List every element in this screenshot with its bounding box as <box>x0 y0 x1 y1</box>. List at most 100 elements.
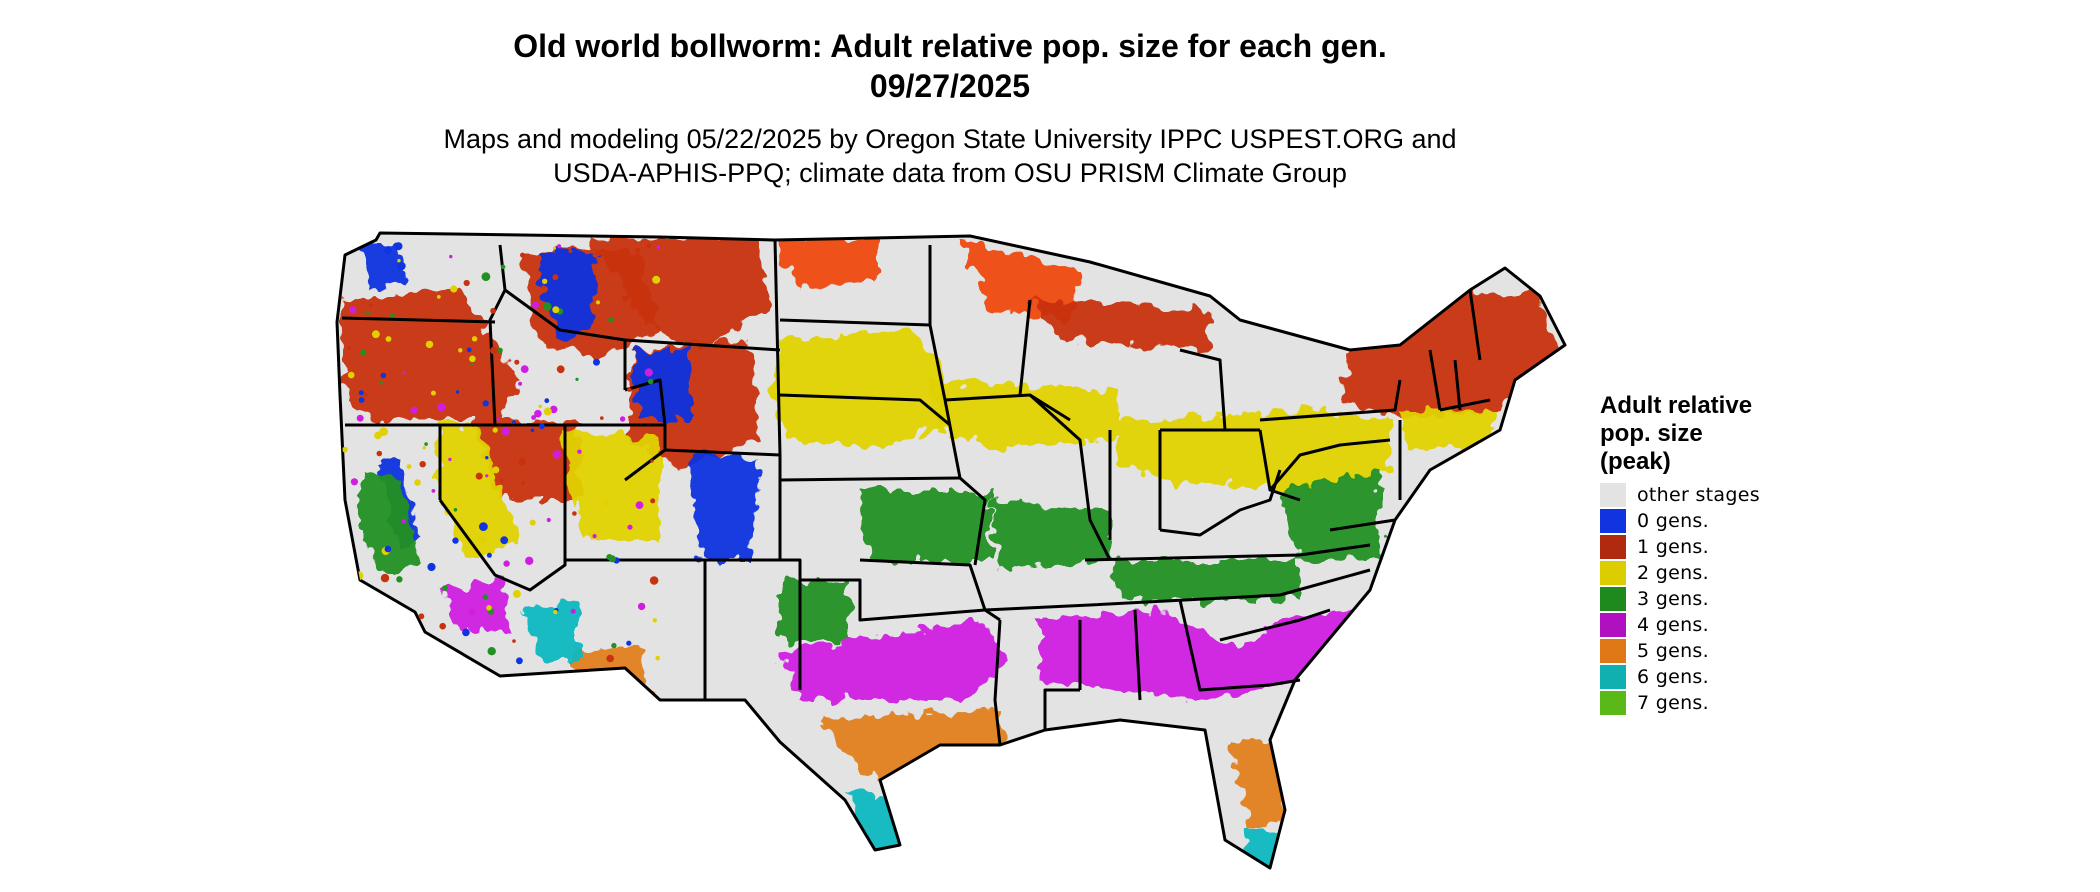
speckle <box>453 508 458 512</box>
zone-3gen-california <box>360 470 420 580</box>
speckle <box>384 246 392 255</box>
subtitle-line-1: Maps and modeling 05/22/2025 by Oregon S… <box>443 124 1457 154</box>
zone-2gen-plains <box>770 330 950 450</box>
speckle <box>552 450 561 459</box>
speckle <box>397 259 401 263</box>
legend-swatch <box>1600 587 1626 611</box>
zone-3gen-missouri <box>990 500 1110 570</box>
speckle <box>600 416 604 420</box>
legend-label: 6 gens. <box>1637 666 1709 688</box>
speckle <box>572 511 577 516</box>
zone-5gen-florida <box>1230 740 1285 830</box>
speckle <box>626 640 632 646</box>
speckle <box>410 406 418 414</box>
speckle <box>422 446 426 450</box>
speckle <box>541 285 546 289</box>
zone-3gen-virginia <box>1280 470 1380 560</box>
speckle <box>424 442 428 446</box>
speckle <box>525 556 534 565</box>
speckle <box>593 358 600 366</box>
speckle <box>570 608 576 614</box>
speckle <box>347 346 352 350</box>
legend-item: 0 gens. <box>1600 508 1900 534</box>
legend-label: 4 gens. <box>1637 614 1709 636</box>
legend-item: 2 gens. <box>1600 560 1900 586</box>
zone-4gen-deep-south <box>1040 610 1380 700</box>
speckle <box>512 589 521 598</box>
speckle <box>629 481 633 486</box>
speckle <box>360 349 367 356</box>
speckle <box>358 390 364 396</box>
legend-swatch <box>1600 665 1626 689</box>
legend: Adult relative pop. size (peak) other st… <box>1600 392 1900 716</box>
speckle <box>462 628 470 637</box>
speckle <box>376 450 383 457</box>
speckle <box>655 655 660 661</box>
speckle <box>437 662 441 666</box>
legend-swatch <box>1600 691 1626 715</box>
speckle <box>406 464 412 469</box>
zone-0gen-cascades <box>360 245 405 290</box>
speckle <box>356 414 364 422</box>
speckle <box>530 428 535 433</box>
legend-title-line-1: Adult relative <box>1600 392 1753 419</box>
speckle <box>458 348 463 353</box>
speckle <box>637 602 646 611</box>
speckle <box>481 272 491 282</box>
speckle <box>496 417 500 421</box>
speckle <box>543 407 552 416</box>
speckle <box>449 254 453 259</box>
speckle <box>463 279 470 287</box>
speckle <box>543 302 552 311</box>
speckle <box>577 310 582 315</box>
zone-1gen-montana <box>590 238 770 350</box>
speckle <box>479 522 488 531</box>
speckle <box>619 416 626 422</box>
speckle <box>452 537 459 544</box>
speckle <box>649 576 659 585</box>
speckle <box>379 596 388 604</box>
speckle <box>486 605 492 611</box>
speckle <box>394 242 403 251</box>
zone-1gen-northeast <box>1340 290 1560 420</box>
speckle <box>368 613 372 617</box>
speckle <box>466 347 472 353</box>
legend-title-line-2: pop. size <box>1600 420 1703 447</box>
speckle <box>380 573 390 583</box>
speckle <box>374 431 382 440</box>
legend-item: 1 gens. <box>1600 534 1900 560</box>
speckle <box>650 459 654 463</box>
zone-1gen-minnesota <box>960 238 1080 320</box>
speckle <box>425 340 434 349</box>
speckle <box>365 311 370 315</box>
speckle <box>532 301 540 309</box>
speckle <box>369 303 373 308</box>
speckle <box>553 609 558 615</box>
speckle <box>486 473 496 482</box>
speckle <box>436 295 441 299</box>
speckle <box>455 390 460 394</box>
speckle <box>500 264 506 270</box>
legend-label: 2 gens. <box>1637 562 1709 584</box>
legend-title: Adult relative pop. size (peak) <box>1600 392 1900 476</box>
speckle <box>516 657 523 665</box>
legend-swatch <box>1600 639 1626 663</box>
speckle <box>490 307 496 314</box>
speckle <box>542 278 548 284</box>
speckle <box>342 446 348 453</box>
legend-label: 3 gens. <box>1637 588 1709 610</box>
title-line-1: Old world bollworm: Adult relative pop. … <box>513 28 1387 64</box>
speckle <box>471 336 478 342</box>
legend-label: other stages <box>1637 484 1760 506</box>
speckle <box>635 501 644 509</box>
legend-item: other stages <box>1600 482 1900 508</box>
legend-item: 5 gens. <box>1600 638 1900 664</box>
speckle <box>427 562 436 572</box>
zone-3gen-oklahoma <box>780 580 850 640</box>
speckle <box>415 639 421 645</box>
speckle <box>608 317 614 323</box>
speckle <box>478 535 487 544</box>
us-generation-map <box>335 231 1567 870</box>
speckle <box>531 415 536 420</box>
speckle <box>606 654 614 663</box>
